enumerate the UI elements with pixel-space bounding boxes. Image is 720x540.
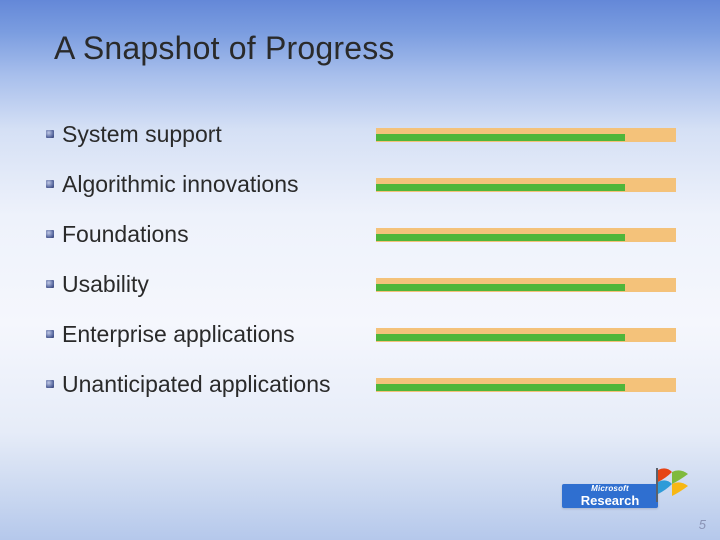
bullet-col: Unanticipated applications bbox=[46, 370, 376, 399]
flag-pole bbox=[656, 468, 658, 502]
list-item: System support bbox=[46, 120, 686, 154]
progress-cell bbox=[376, 120, 676, 142]
slide: A Snapshot of Progress System support Alg… bbox=[0, 0, 720, 540]
list-item: Algorithmic innovations bbox=[46, 170, 686, 204]
bullet-label: System support bbox=[62, 120, 222, 149]
bullet-col: Algorithmic innovations bbox=[46, 170, 376, 199]
bullet-icon bbox=[46, 380, 54, 388]
progress-cell bbox=[376, 270, 676, 292]
bullet-icon bbox=[46, 180, 54, 188]
bullet-icon bbox=[46, 330, 54, 338]
ms-research-logo: Microsoft Research bbox=[562, 466, 692, 512]
bullet-col: Enterprise applications bbox=[46, 320, 376, 349]
bullet-label: Foundations bbox=[62, 220, 189, 249]
progress-track bbox=[376, 228, 676, 242]
bullet-icon bbox=[46, 230, 54, 238]
logo-top-text: Microsoft bbox=[591, 485, 629, 493]
bullet-label: Unanticipated applications bbox=[62, 370, 331, 399]
bullet-icon bbox=[46, 280, 54, 288]
progress-cell bbox=[376, 370, 676, 392]
progress-cell bbox=[376, 320, 676, 342]
list-item: Foundations bbox=[46, 220, 686, 254]
flag-blue bbox=[658, 480, 672, 494]
progress-fill bbox=[376, 184, 625, 191]
progress-fill bbox=[376, 384, 625, 391]
bullet-icon bbox=[46, 130, 54, 138]
flag-yellow bbox=[672, 482, 688, 496]
bullet-label: Usability bbox=[62, 270, 149, 299]
flag-icon bbox=[652, 466, 692, 506]
progress-fill bbox=[376, 134, 625, 141]
flag-green bbox=[672, 470, 688, 484]
list-item: Usability bbox=[46, 270, 686, 304]
bullet-col: System support bbox=[46, 120, 376, 149]
progress-fill bbox=[376, 334, 625, 341]
progress-track bbox=[376, 128, 676, 142]
flag-red bbox=[658, 468, 672, 482]
progress-track bbox=[376, 178, 676, 192]
progress-track bbox=[376, 278, 676, 292]
logo-band: Microsoft Research bbox=[562, 484, 658, 508]
logo-bottom-text: Research bbox=[581, 494, 640, 507]
progress-track bbox=[376, 378, 676, 392]
bullet-label: Enterprise applications bbox=[62, 320, 295, 349]
slide-title: A Snapshot of Progress bbox=[54, 30, 395, 67]
page-number: 5 bbox=[699, 517, 706, 532]
bullet-col: Foundations bbox=[46, 220, 376, 249]
progress-cell bbox=[376, 170, 676, 192]
bullet-col: Usability bbox=[46, 270, 376, 299]
bullet-label: Algorithmic innovations bbox=[62, 170, 299, 199]
bullet-list: System support Algorithmic innovations Fou… bbox=[46, 120, 686, 420]
list-item: Unanticipated applications bbox=[46, 370, 686, 404]
list-item: Enterprise applications bbox=[46, 320, 686, 354]
progress-fill bbox=[376, 284, 625, 291]
progress-fill bbox=[376, 234, 625, 241]
progress-track bbox=[376, 328, 676, 342]
progress-cell bbox=[376, 220, 676, 242]
